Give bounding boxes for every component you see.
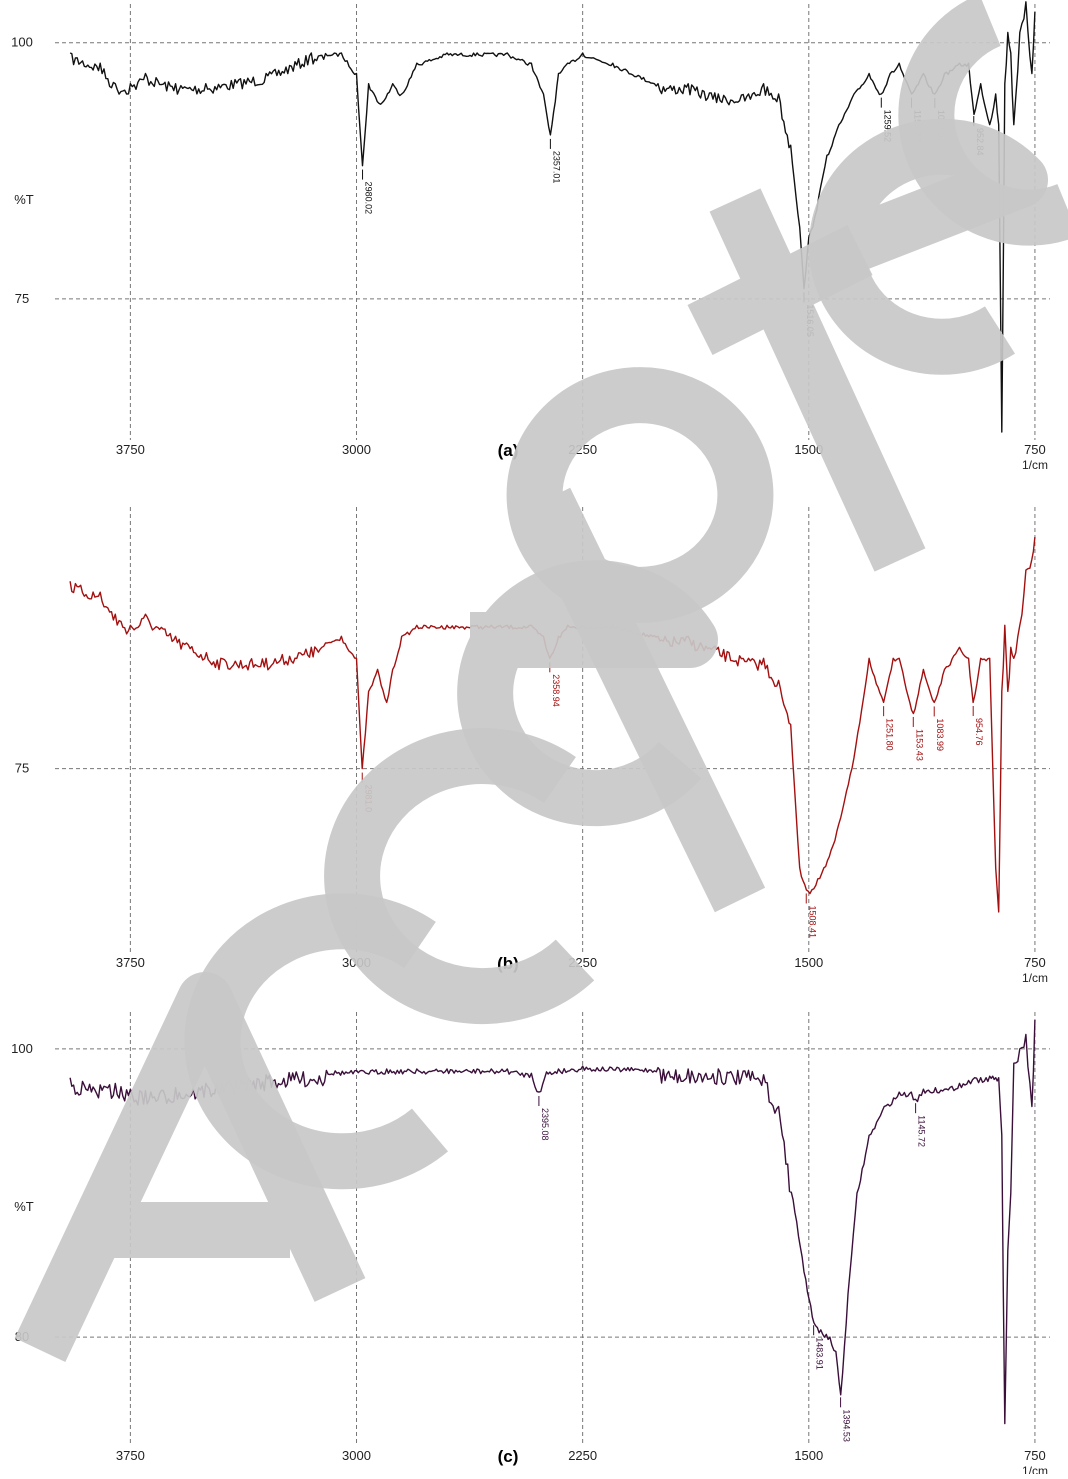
peak-label: 2395.08 xyxy=(540,1108,550,1141)
watermark-letter-c2 xyxy=(324,728,595,1025)
x-tick-label: 1500 xyxy=(794,955,823,970)
spectrum-line xyxy=(69,1,1036,433)
watermark-letter-e2 xyxy=(808,118,1048,375)
peak-label: 954.76 xyxy=(974,718,984,746)
watermark-letter-p xyxy=(506,367,774,913)
y-tick-label: 100 xyxy=(11,1041,33,1056)
y-axis-label: %T xyxy=(14,1199,34,1214)
y-tick-label: 75 xyxy=(15,761,29,776)
x-tick-label: 2250 xyxy=(568,1448,597,1463)
x-unit-label: 1/cm xyxy=(1022,458,1048,472)
peak-label: 1145.72 xyxy=(917,1115,927,1147)
y-tick-label: 100 xyxy=(11,35,33,50)
x-unit-label: 1/cm xyxy=(1022,971,1048,985)
peak-label: 1483.91 xyxy=(815,1337,825,1370)
peak-label: 2357.01 xyxy=(551,151,561,184)
peak-label: 1251.80 xyxy=(885,718,895,751)
x-tick-label: 3750 xyxy=(116,442,145,457)
peak-label: 1259.52 xyxy=(882,110,892,143)
panel-label: (c) xyxy=(498,1447,519,1466)
peak-label: 1508.41 xyxy=(807,905,817,938)
watermark-letter-d xyxy=(898,0,1068,246)
peak-label: 1153.43 xyxy=(914,729,924,761)
x-tick-label: 750 xyxy=(1024,955,1046,970)
peak-label: 1394.53 xyxy=(842,1409,852,1442)
x-tick-label: 1500 xyxy=(794,1448,823,1463)
x-tick-label: 3000 xyxy=(342,442,371,457)
peak-label: 1083.99 xyxy=(935,718,945,751)
accepted-watermark xyxy=(14,0,1068,1362)
x-tick-label: 3750 xyxy=(116,1448,145,1463)
peak-label: 2980.02 xyxy=(364,182,374,215)
x-tick-label: 750 xyxy=(1024,1448,1046,1463)
x-tick-label: 3750 xyxy=(116,955,145,970)
x-tick-label: 3000 xyxy=(342,1448,371,1463)
x-tick-label: 750 xyxy=(1024,442,1046,457)
y-tick-label: 75 xyxy=(15,291,29,306)
x-unit-label: 1/cm xyxy=(1022,1464,1048,1474)
x-tick-label: 1500 xyxy=(794,442,823,457)
peak-label: 2358.94 xyxy=(551,674,561,707)
y-axis-label: %T xyxy=(14,192,34,207)
